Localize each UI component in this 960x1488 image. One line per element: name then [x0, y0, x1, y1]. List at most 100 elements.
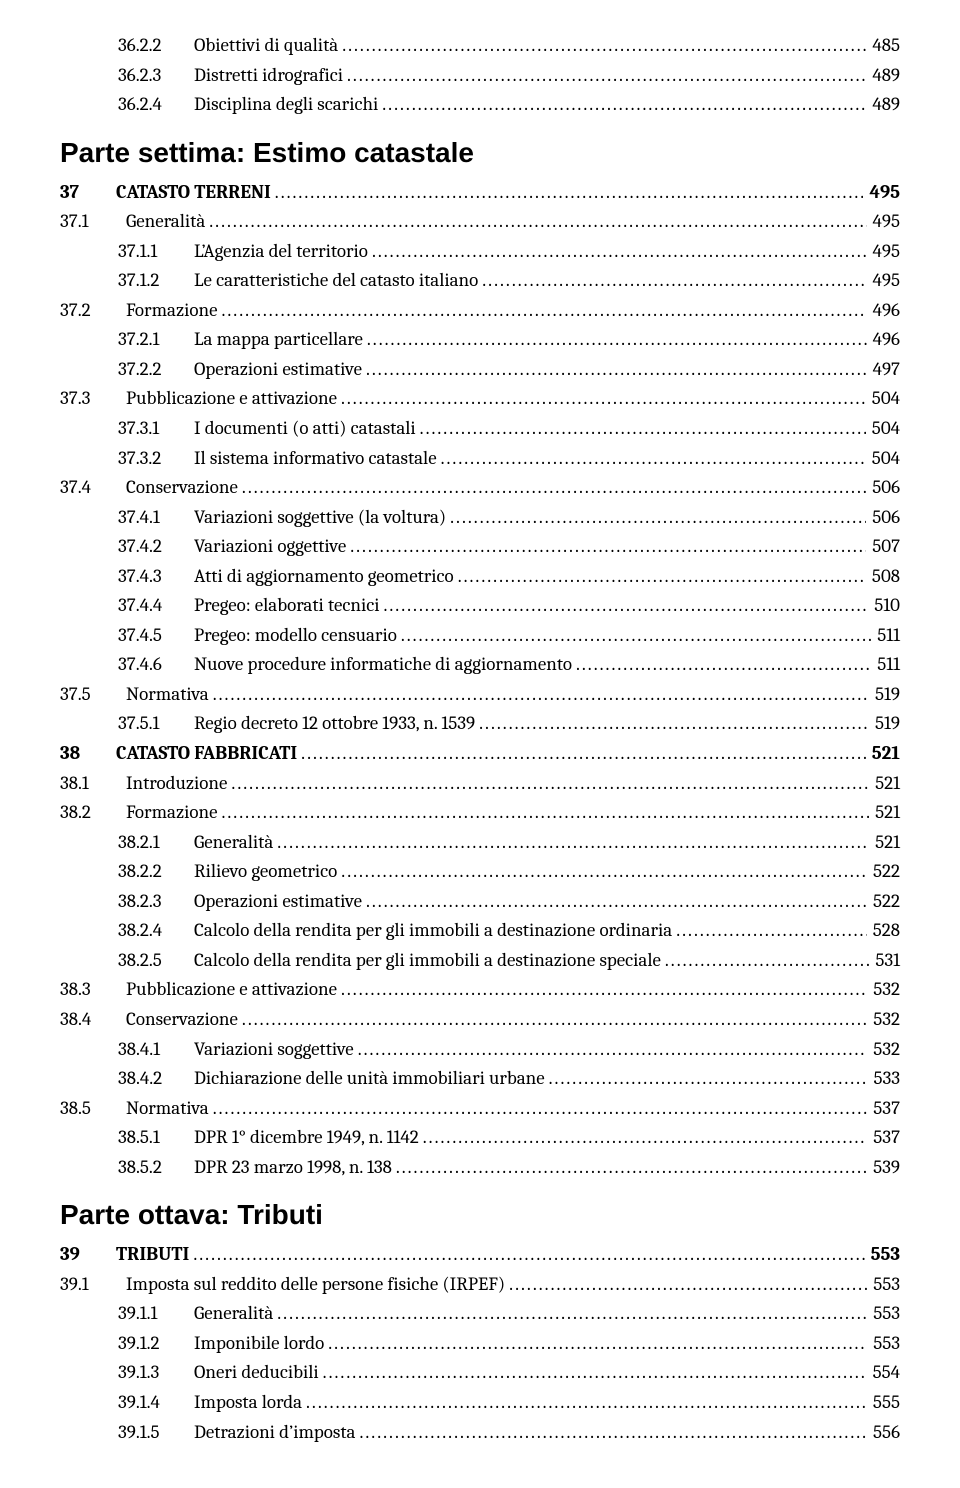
toc-number: 38.2.5 — [118, 947, 194, 975]
toc-title: Generalità — [126, 208, 205, 236]
toc-entry-row: 37.3.1I documenti (o atti) catastali ...… — [60, 415, 900, 443]
toc-entry-row: 37.4.3Atti di aggiornamento geometrico .… — [60, 563, 900, 591]
toc-leader: ........................................… — [661, 947, 869, 975]
toc-leader: ........................................… — [545, 1065, 868, 1093]
toc-number: 39.1.1 — [118, 1300, 194, 1328]
toc-leader: ........................................… — [392, 1154, 867, 1182]
toc-number: 37.5 — [60, 681, 126, 709]
toc-page-number: 519 — [869, 710, 900, 738]
toc-title: Disciplina degli scarichi — [194, 91, 378, 119]
toc-page-number: 531 — [869, 947, 900, 975]
toc-title: Pregeo: modello censuario — [194, 622, 397, 650]
toc-number: 37.2.1 — [118, 326, 194, 354]
toc-number: 38.4 — [60, 1006, 126, 1034]
toc-title: Imposta sul reddito delle persone fisich… — [126, 1271, 505, 1299]
toc-leader: ........................................… — [419, 1124, 868, 1152]
toc-title: Il sistema informativo catastale — [194, 445, 437, 473]
toc-number: 37.4.5 — [118, 622, 194, 650]
toc-page-number: 508 — [866, 563, 900, 591]
toc-title: Calcolo della rendita per gli immobili a… — [194, 947, 661, 975]
toc-leader: ........................................… — [343, 62, 866, 90]
toc-page-number: 504 — [866, 385, 900, 413]
toc-leader: ........................................… — [379, 592, 868, 620]
toc-page-number: 521 — [869, 799, 900, 827]
toc-leader: ........................................… — [209, 1095, 868, 1123]
toc-entry-row: 37.2Formazione .........................… — [60, 297, 900, 325]
toc-chapter-row: 37CATASTO TERRENI ......................… — [60, 179, 900, 207]
toc-leader: ........................................… — [209, 681, 869, 709]
toc-number: 37.4.6 — [118, 651, 194, 679]
toc-leader: ........................................… — [271, 179, 864, 207]
toc-entry-row: 37.1Generalità .........................… — [60, 208, 900, 236]
toc-number: 37.1 — [60, 208, 126, 236]
toc-entry-row: 37.1.1L’Agenzia del territorio .........… — [60, 238, 900, 266]
toc-number: 37.5.1 — [118, 710, 194, 738]
toc-number: 38.2.3 — [118, 888, 194, 916]
toc-number: 39 — [60, 1241, 116, 1269]
toc-number: 37.4.3 — [118, 563, 194, 591]
toc-leader: ........................................… — [217, 297, 866, 325]
toc-entry-row: 37.4.6Nuove procedure informatiche di ag… — [60, 651, 900, 679]
toc-entry-row: 38.4Conservazione ......................… — [60, 1006, 900, 1034]
toc-page-number: 519 — [869, 681, 900, 709]
toc-entry-row: 36.2.2Obiettivi di qualità .............… — [60, 32, 900, 60]
toc-title: Generalità — [194, 829, 273, 857]
toc-number: 37 — [60, 179, 116, 207]
toc-entry-row: 38.4.1Variazioni soggettive ............… — [60, 1036, 900, 1064]
toc-page-number: 489 — [866, 62, 900, 90]
toc-entry-row: 38.1Introduzione .......................… — [60, 770, 900, 798]
toc-number: 38.2.4 — [118, 917, 194, 945]
toc-leader: ........................................… — [446, 504, 866, 532]
toc-leader: ........................................… — [362, 888, 867, 916]
toc-entry-row: 38.5.2DPR 23 marzo 1998, n. 138 ........… — [60, 1154, 900, 1182]
toc-leader: ........................................… — [363, 326, 867, 354]
toc-number: 38.2.2 — [118, 858, 194, 886]
toc-number: 39.1.3 — [118, 1359, 194, 1387]
toc-entry-row: 36.2.3Distretti idrografici ............… — [60, 62, 900, 90]
toc-leader: ........................................… — [319, 1359, 867, 1387]
toc-title: Conservazione — [126, 474, 238, 502]
toc-number: 39.1.2 — [118, 1330, 194, 1358]
toc-entry-row: 38.3Pubblicazione e attivazione ........… — [60, 976, 900, 1004]
toc-page-number: 506 — [866, 474, 900, 502]
toc-entry-row: 37.2.2Operazioni estimative ............… — [60, 356, 900, 384]
toc-title: Obiettivi di qualità — [194, 32, 338, 60]
toc-entry-row: 37.5Normativa ..........................… — [60, 681, 900, 709]
toc-page-number: 553 — [867, 1271, 900, 1299]
toc-leader: ........................................… — [302, 1389, 867, 1417]
toc-number: 38.5 — [60, 1095, 126, 1123]
toc-entry-row: 37.4.4Pregeo: elaborati tecnici ........… — [60, 592, 900, 620]
toc-page-number: 511 — [871, 651, 900, 679]
toc-number: 38.4.1 — [118, 1036, 194, 1064]
toc-leader: ........................................… — [337, 976, 867, 1004]
toc-page-number: 533 — [867, 1065, 900, 1093]
toc-page-number: 532 — [867, 1036, 900, 1064]
toc-entry-row: 37.4.1Variazioni soggettive (la voltura)… — [60, 504, 900, 532]
toc-title: Variazioni soggettive (la voltura) — [194, 504, 446, 532]
toc-entry-row: 36.2.4Disciplina degli scarichi ........… — [60, 91, 900, 119]
toc-entry-row: 37.2.1La mappa particellare ............… — [60, 326, 900, 354]
toc-entry-row: 38.2.4Calcolo della rendita per gli immo… — [60, 917, 900, 945]
toc-leader: ........................................… — [337, 385, 866, 413]
toc-title: Distretti idrografici — [194, 62, 343, 90]
toc-leader: ........................................… — [238, 1006, 867, 1034]
toc-page-number: 511 — [871, 622, 900, 650]
toc-entry-row: 39.1.4Imposta lorda ....................… — [60, 1389, 900, 1417]
toc-title: DPR 1° dicembre 1949, n. 1142 — [194, 1124, 419, 1152]
toc-page-number: 537 — [867, 1124, 900, 1152]
toc-page-number: 495 — [867, 267, 900, 295]
toc-page-number: 539 — [867, 1154, 900, 1182]
toc-title: Normativa — [126, 1095, 209, 1123]
toc-title: Operazioni estimative — [194, 888, 362, 916]
toc-number: 37.3 — [60, 385, 126, 413]
toc-page-number: 485 — [866, 32, 900, 60]
toc-title: I documenti (o atti) catastali — [194, 415, 416, 443]
toc-page-number: 496 — [867, 297, 900, 325]
toc-title: Oneri deducibili — [194, 1359, 319, 1387]
toc-leader: ........................................… — [505, 1271, 867, 1299]
toc-page-number: 521 — [869, 829, 900, 857]
toc-title: CATASTO FABBRICATI — [116, 740, 297, 768]
toc-number: 37.1.1 — [118, 238, 194, 266]
toc-page-number: 532 — [867, 976, 900, 1004]
toc-title: Regio decreto 12 ottobre 1933, n. 1539 — [194, 710, 475, 738]
